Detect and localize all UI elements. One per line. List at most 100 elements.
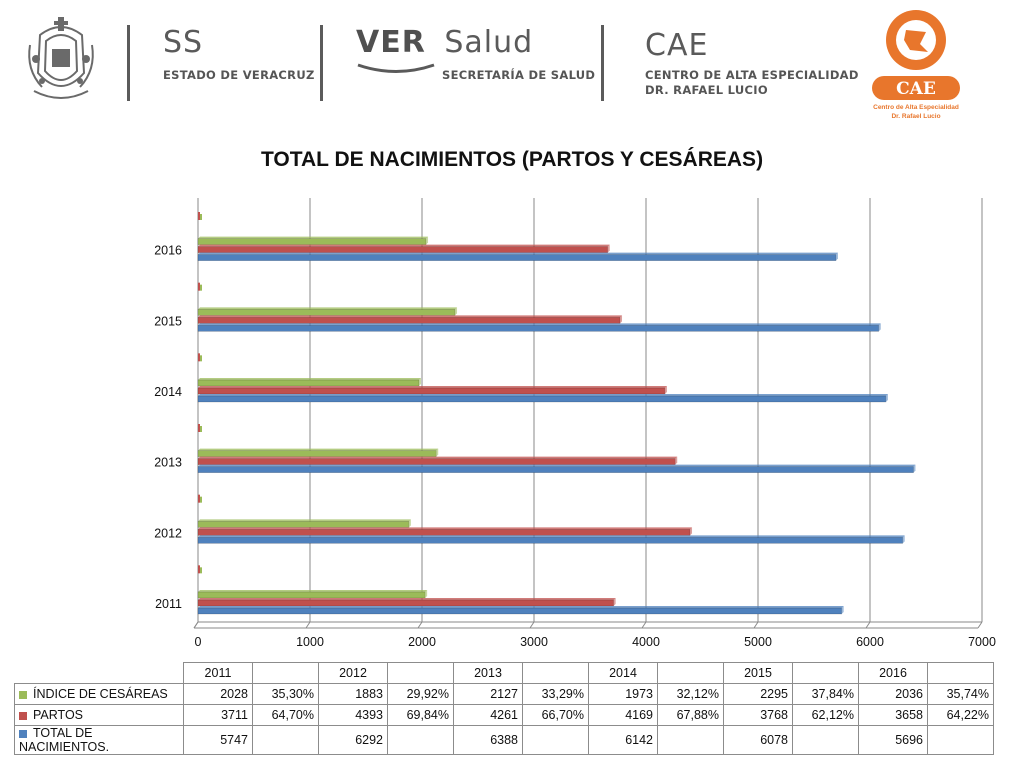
data-table: 2011 2012 2013 2014 2015 2016 ÍNDICE DE CESÁRE… [14, 662, 994, 755]
table-row: TOTAL DE NACIMIENTOS. 5747 6292 6388 6142 607… [14, 725, 994, 755]
table-value-cell: 4261 [453, 704, 523, 726]
bar-top-face [198, 244, 610, 247]
table-value-cell: 3768 [723, 704, 793, 726]
table-series-label: ÍNDICE DE CESÁREAS [14, 683, 184, 705]
legend-label: ÍNDICE DE CESÁREAS [33, 687, 168, 701]
y-tick-label: 2013 [154, 456, 182, 470]
ver-title: VER Salud [356, 25, 533, 60]
y-tick-label: 2016 [154, 244, 182, 258]
table-pct-header [792, 662, 859, 684]
cae-logo-badge-text: CAE [896, 79, 936, 99]
bar--ndice-de-ces-reas-2014 [197, 379, 420, 387]
table-year-header: 2013 [453, 662, 523, 684]
legend-swatch [19, 690, 27, 699]
pct-marker [200, 214, 202, 220]
cae-logo: CAE Centro de Alta Especialidad Dr. Rafa… [872, 10, 960, 120]
x-tick-label: 7000 [968, 635, 996, 649]
bar-total-de-nacimientos--2016 [197, 254, 837, 261]
pct-marker [198, 424, 200, 432]
pct-marker [200, 284, 202, 291]
x-tick-label: 3000 [520, 635, 548, 649]
table-value-cell: 1883 [318, 683, 388, 705]
x-tick-mark [865, 621, 871, 629]
table-pct-cell [522, 725, 589, 755]
y-tick-label: 2011 [155, 597, 182, 611]
bar-top-face [198, 606, 844, 608]
table-pct-cell: 62,12% [792, 704, 859, 726]
ver-title-bold: VER [356, 25, 426, 60]
x-tick-mark [977, 621, 983, 629]
x-tick-mark [641, 621, 647, 629]
y-tick-label: 2014 [154, 385, 182, 399]
bar-top-face [198, 535, 905, 538]
table-pct-cell [792, 725, 859, 755]
x-tick-mark [417, 621, 423, 629]
bar-top-face [198, 519, 411, 522]
y-tick-label: 2015 [154, 314, 182, 328]
x-tick-label: 1000 [296, 635, 324, 649]
table-value-cell: 5696 [858, 725, 928, 755]
table-pct-cell: 67,88% [657, 704, 724, 726]
bar-total-de-nacimientos--2012 [197, 537, 904, 544]
table-row: ÍNDICE DE CESÁREAS 2028 35,30% 1883 29,92% 21… [14, 683, 994, 705]
table-year-header: 2012 [318, 662, 388, 684]
pct-marker [200, 496, 202, 503]
table-pct-cell: 33,29% [522, 683, 589, 705]
table-header-row: 2011 2012 2013 2014 2015 2016 [15, 662, 994, 684]
legend-swatch [19, 711, 27, 720]
bar-top-face [198, 527, 693, 530]
bar-end-face [878, 323, 881, 332]
x-tick-mark [305, 621, 311, 629]
table-value-cell: 1973 [588, 683, 658, 705]
bar-end-face [690, 527, 693, 536]
bar-total-de-nacimientos--2014 [197, 395, 887, 403]
bar-end-face [436, 448, 439, 457]
bar-top-face [198, 378, 421, 380]
table-value-cell: 2036 [858, 683, 928, 705]
veracruz-coat-of-arms-logo [28, 17, 94, 99]
bar-end-face [408, 519, 411, 528]
table-value-cell: 6142 [588, 725, 658, 755]
table-pct-cell: 37,84% [792, 683, 859, 705]
bar-top-face [198, 315, 623, 318]
bar-top-face [198, 448, 439, 451]
x-tick-label: 4000 [632, 635, 660, 649]
pct-marker [200, 426, 202, 432]
pct-marker [200, 567, 202, 574]
table-pct-header [252, 662, 319, 684]
x-tick-label: 2000 [408, 635, 436, 649]
bar-top-face [198, 252, 838, 255]
divider-3 [601, 25, 604, 101]
table-value-cell: 6078 [723, 725, 793, 755]
x-tick-mark [529, 621, 535, 629]
bar-end-face [426, 236, 429, 245]
pct-marker [198, 353, 200, 362]
pct-marker [200, 355, 202, 362]
ss-subtitle: ESTADO DE VERACRUZ [163, 68, 315, 82]
table-pct-cell: 69,84% [387, 704, 454, 726]
ver-subtitle: SECRETARÍA DE SALUD [442, 68, 596, 82]
bar-chart: 0 1000 2000 3000 4000 5000 6000 7000 2011 2012 201… [154, 198, 996, 649]
table-pct-cell: 32,12% [657, 683, 724, 705]
table-pct-cell: 29,92% [387, 683, 454, 705]
bar-end-face [835, 252, 838, 261]
legend-swatch [19, 729, 27, 738]
bar-end-face [902, 535, 905, 544]
bar-total-de-nacimientos--2011 [197, 607, 842, 615]
table-value-cell: 4393 [318, 704, 388, 726]
pct-marker [198, 565, 200, 574]
table-year-header: 2014 [588, 662, 658, 684]
table-year-header: 2011 [183, 662, 253, 684]
table-corner [15, 663, 184, 684]
cae-logo-caption-2: Dr. Rafael Lucio [891, 113, 940, 120]
table-pct-cell [657, 725, 724, 755]
bar-end-face [885, 394, 888, 402]
bar-partos-2011 [197, 599, 614, 607]
x-tick-label: 6000 [856, 635, 884, 649]
bar-partos-2015 [197, 317, 621, 324]
bar-end-face [620, 315, 623, 324]
table-value-cell: 2295 [723, 683, 793, 705]
legend-label: PARTOS [33, 708, 84, 722]
table-value-cell: 4169 [588, 704, 658, 726]
bar--ndice-de-ces-reas-2011 [197, 591, 426, 599]
